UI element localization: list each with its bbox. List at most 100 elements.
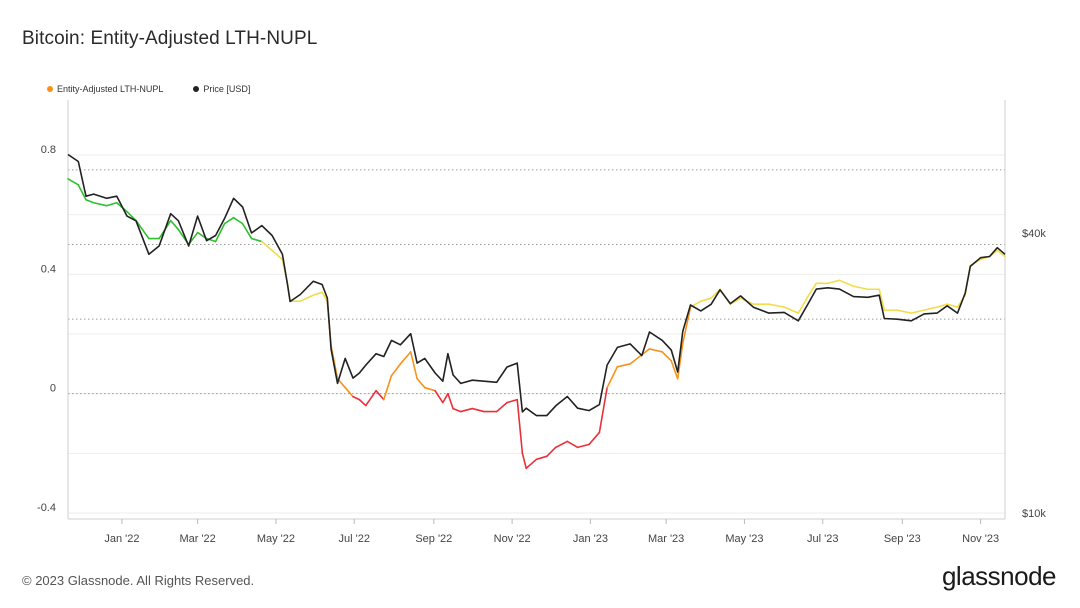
y-left-tick-label: -0.4	[37, 502, 56, 514]
nupl-line-segment	[452, 407, 462, 413]
nupl-line-segment	[416, 377, 426, 389]
nupl-line-segment	[67, 178, 80, 186]
legend-label-nupl: Entity-Adjusted LTH-NUPL	[57, 84, 164, 94]
nupl-line-segment	[495, 401, 508, 413]
nupl-line-segment	[92, 201, 108, 207]
legend-dot-price	[193, 86, 200, 92]
nupl-line-segment	[390, 363, 402, 377]
y-right-tick-label: $10k	[1022, 508, 1046, 520]
nupl-line-segment	[375, 389, 385, 401]
legend-item-nupl[interactable]: Entity-Adjusted LTH-NUPL	[47, 84, 163, 94]
nupl-line-segment	[768, 303, 786, 308]
nupl-line-segment	[321, 291, 329, 302]
nupl-line-segment	[525, 458, 538, 470]
nupl-line-segment	[85, 198, 95, 204]
nupl-line-segment	[566, 440, 579, 449]
nupl-line-segment	[169, 219, 180, 231]
chart-title: Bitcoin: Entity-Adjusted LTH-NUPL	[22, 28, 318, 49]
nupl-line-segment	[661, 351, 673, 362]
nupl-line-segment	[797, 294, 810, 314]
nupl-line-segment	[358, 398, 367, 407]
x-tick-label: Nov '22	[494, 533, 531, 545]
x-tick-label: Mar '22	[179, 533, 215, 545]
nupl-line-segment	[682, 306, 692, 344]
x-tick-label: Jul '22	[339, 533, 370, 545]
grid-lines	[68, 154, 1005, 514]
nupl-line-segment	[676, 342, 684, 380]
nupl-line-segment	[896, 309, 913, 314]
nupl-line-segment	[382, 374, 393, 401]
nupl-line-segment	[214, 222, 226, 243]
nupl-line-segment	[616, 363, 632, 368]
nupl-line-segment	[878, 288, 886, 311]
nupl-line-segment	[241, 222, 253, 240]
nupl-line-segment	[670, 360, 679, 380]
nupl-line-segment	[535, 455, 548, 461]
nupl-line-segment	[554, 440, 569, 449]
price-line	[67, 153, 1006, 417]
y-right-tick-label: $40k	[1022, 228, 1046, 240]
nupl-line-segment	[459, 407, 474, 413]
nupl-line-segment	[77, 184, 87, 201]
nupl-line-segment	[471, 407, 485, 413]
x-tick-label: Mar '23	[648, 533, 684, 545]
nupl-line-segment	[232, 216, 244, 225]
nupl-line-segment	[364, 389, 377, 407]
nupl-line-segment	[606, 366, 619, 389]
nupl-line-segment	[409, 351, 418, 380]
nupl-line-segment	[344, 386, 354, 398]
nupl-line-segment	[545, 446, 557, 458]
nupl-line-segment	[521, 452, 528, 470]
x-tick-label: Sep '23	[884, 533, 921, 545]
copyright-text: © 2023 Glassnode. All Rights Reserved.	[22, 573, 255, 588]
brand-logo: glassnode	[941, 561, 1057, 591]
x-tick-label: Jul '23	[807, 533, 838, 545]
nupl-line-segment	[588, 431, 601, 446]
chart-legend: Entity-Adjusted LTH-NUPL Price [USD]	[47, 84, 250, 94]
nupl-line-segment	[827, 279, 841, 285]
y-left-tick-label: 0	[50, 383, 56, 395]
nupl-line-segment	[447, 392, 454, 410]
nupl-line-segment	[312, 291, 323, 297]
legend-item-price[interactable]: Price [USD]	[193, 84, 250, 94]
series-group	[67, 153, 1006, 470]
nupl-line-segment	[923, 306, 938, 311]
nupl-line-segment	[424, 386, 436, 392]
nupl-line-segment	[105, 201, 118, 207]
x-tick-label: Sep '22	[415, 533, 452, 545]
nupl-line-segment	[699, 297, 712, 302]
nupl-line-segment	[838, 279, 855, 288]
legend-label-price: Price [USD]	[203, 84, 251, 94]
axes: Jan '22 Mar '22 May '22 Jul '22 Sep '22 Nov '…	[37, 100, 1046, 545]
nupl-line-segment	[441, 392, 449, 404]
nupl-line-segment	[807, 282, 818, 297]
nupl-line-segment	[352, 395, 361, 401]
nupl-line-segment	[399, 351, 412, 365]
nupl-line-segment	[936, 303, 949, 308]
x-tick-label: May '23	[725, 533, 763, 545]
nupl-line-segment	[910, 309, 925, 314]
y-left-tick-label: 0.8	[41, 144, 56, 156]
nupl-line-segment	[852, 285, 869, 291]
nupl-line-segment	[506, 398, 519, 404]
x-tick-label: May '22	[257, 533, 295, 545]
nupl-line-segment	[576, 443, 590, 449]
x-tick-label: Nov '23	[962, 533, 999, 545]
nupl-line-segment	[783, 306, 800, 314]
nupl-line-segment	[434, 389, 444, 404]
nupl-line-segment	[648, 348, 664, 353]
nupl-line-segment	[135, 219, 150, 240]
nupl-line-segment	[516, 398, 524, 455]
nupl-line-segment	[271, 249, 284, 261]
nupl-line-segment	[223, 216, 235, 225]
y-left-tick-label: 0.4	[41, 263, 56, 275]
x-tick-label: Jan '22	[104, 533, 139, 545]
nupl-line-segment	[946, 303, 959, 308]
legend-dot-nupl	[47, 86, 53, 92]
nupl-line-segment	[598, 386, 608, 434]
nupl-line-segment	[261, 240, 273, 252]
nupl-line-segment	[629, 354, 643, 365]
nupl-line-segment	[996, 249, 1006, 258]
x-tick-label: Jan '23	[573, 533, 608, 545]
